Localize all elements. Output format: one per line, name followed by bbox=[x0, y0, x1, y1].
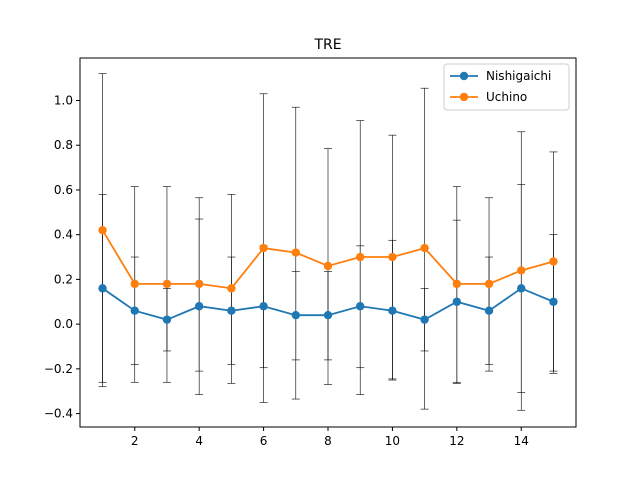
data-point bbox=[259, 243, 268, 253]
data-point bbox=[259, 302, 268, 311]
data-point bbox=[194, 302, 204, 311]
error-bar bbox=[195, 197, 204, 395]
y-tick-label: 0.8 bbox=[54, 138, 73, 152]
x-tick-label: 8 bbox=[324, 434, 332, 448]
x-tick-label: 2 bbox=[131, 434, 139, 448]
plot-area bbox=[98, 73, 558, 411]
y-tick-label: 0.6 bbox=[54, 183, 73, 197]
y-tick-label: 0.0 bbox=[54, 317, 73, 331]
data-point bbox=[452, 297, 462, 306]
data-point bbox=[323, 310, 333, 320]
chart-title: TRE bbox=[313, 37, 341, 53]
data-point bbox=[130, 306, 139, 315]
x-tick-label: 14 bbox=[514, 434, 529, 448]
data-point bbox=[484, 306, 494, 315]
data-point bbox=[291, 310, 300, 320]
data-point bbox=[98, 284, 107, 293]
data-point bbox=[549, 257, 558, 266]
data-point bbox=[549, 297, 558, 306]
x-tick-label: 10 bbox=[385, 434, 400, 448]
data-point bbox=[517, 284, 526, 293]
data-point bbox=[484, 279, 494, 289]
data-point bbox=[420, 315, 429, 324]
data-point bbox=[227, 306, 236, 315]
data-point bbox=[130, 279, 139, 289]
data-point bbox=[194, 279, 204, 289]
data-point bbox=[452, 279, 462, 289]
axes: 2 4 6 8 10 12 14 −0.4 −0.2 0.0 0.2 0.4 0.6 0.8 1.0 bbox=[44, 93, 529, 448]
legend: Nishigaichi Uchino bbox=[443, 63, 570, 111]
data-point bbox=[517, 266, 526, 275]
data-point bbox=[323, 261, 333, 271]
data-point bbox=[291, 248, 300, 257]
data-point bbox=[227, 284, 236, 293]
y-tick-label: −0.4 bbox=[44, 407, 73, 421]
y-tick-label: 1.0 bbox=[54, 93, 73, 107]
data-point bbox=[162, 279, 172, 289]
legend-entry: Nishigaichi bbox=[450, 69, 551, 83]
y-tick-label: 0.2 bbox=[54, 272, 73, 286]
legend-entry: Uchino bbox=[450, 90, 527, 104]
data-point bbox=[388, 306, 397, 315]
data-point bbox=[356, 252, 365, 262]
data-point bbox=[356, 302, 365, 311]
data-point bbox=[162, 315, 172, 324]
y-tick-label: 0.4 bbox=[54, 228, 73, 242]
data-point bbox=[388, 252, 397, 262]
x-tick-label: 6 bbox=[260, 434, 268, 448]
data-point bbox=[420, 243, 429, 253]
legend-label: Uchino bbox=[486, 90, 527, 104]
legend-label: Nishigaichi bbox=[486, 69, 551, 83]
data-point bbox=[98, 226, 107, 235]
y-tick-label: −0.2 bbox=[44, 362, 73, 376]
x-tick-label: 4 bbox=[195, 434, 203, 448]
x-tick-label: 12 bbox=[449, 434, 464, 448]
